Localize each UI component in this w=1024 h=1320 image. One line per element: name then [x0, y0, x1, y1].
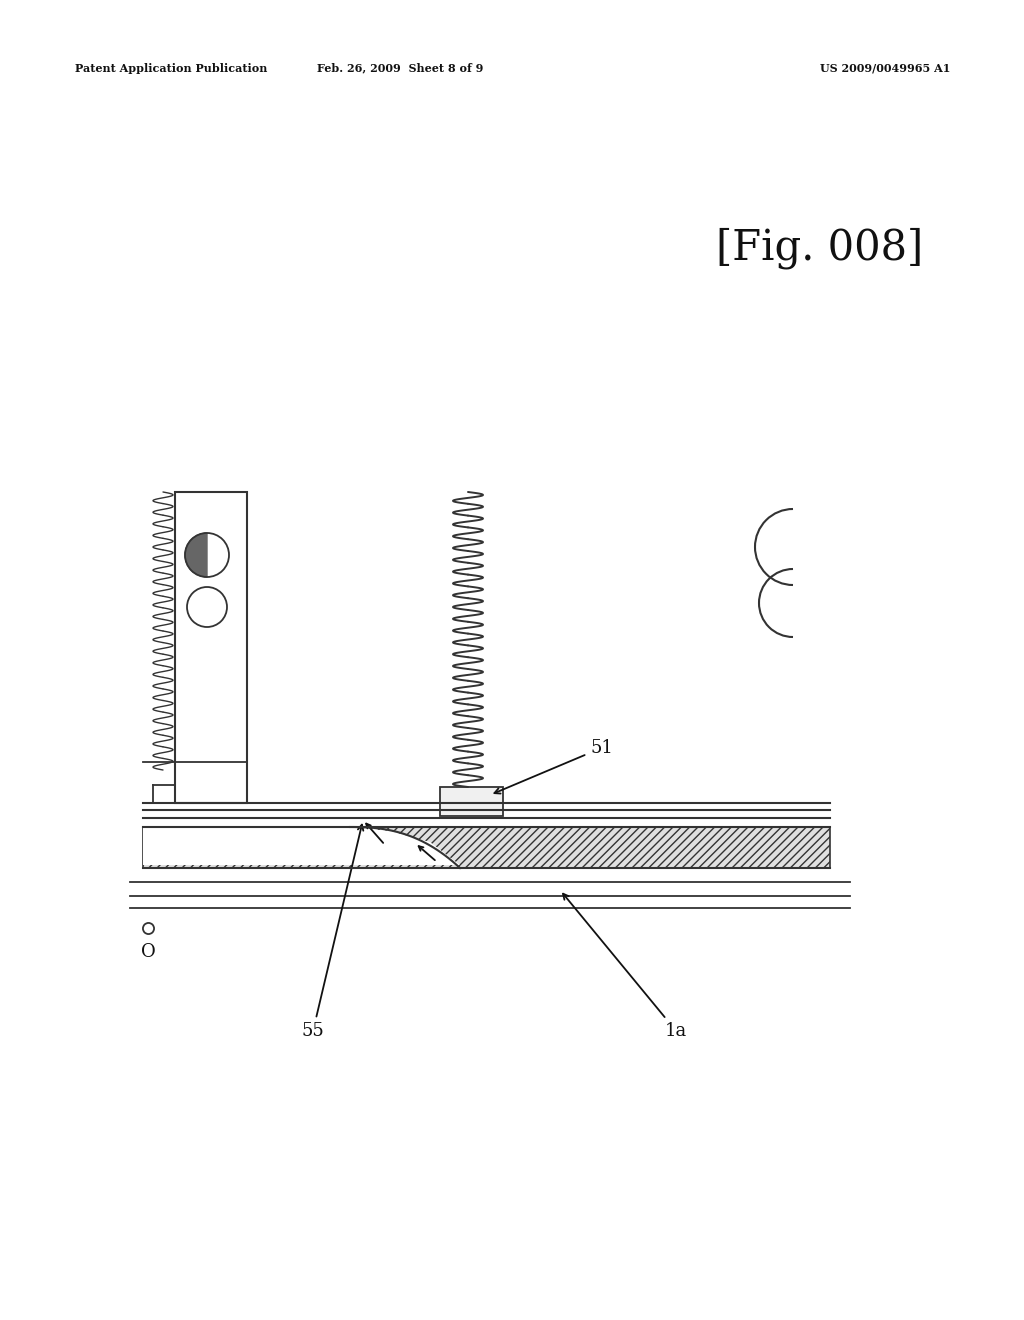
Text: Patent Application Publication: Patent Application Publication — [75, 62, 267, 74]
Text: 51: 51 — [495, 739, 613, 793]
Text: O: O — [140, 942, 156, 961]
Text: Feb. 26, 2009  Sheet 8 of 9: Feb. 26, 2009 Sheet 8 of 9 — [316, 62, 483, 74]
Text: 55: 55 — [302, 825, 364, 1040]
Wedge shape — [185, 533, 207, 577]
Polygon shape — [440, 787, 503, 816]
Text: 1a: 1a — [563, 894, 687, 1040]
Text: US 2009/0049965 A1: US 2009/0049965 A1 — [819, 62, 950, 74]
Polygon shape — [143, 828, 460, 865]
Text: [Fig. 008]: [Fig. 008] — [717, 227, 924, 269]
Bar — [143, 828, 830, 869]
